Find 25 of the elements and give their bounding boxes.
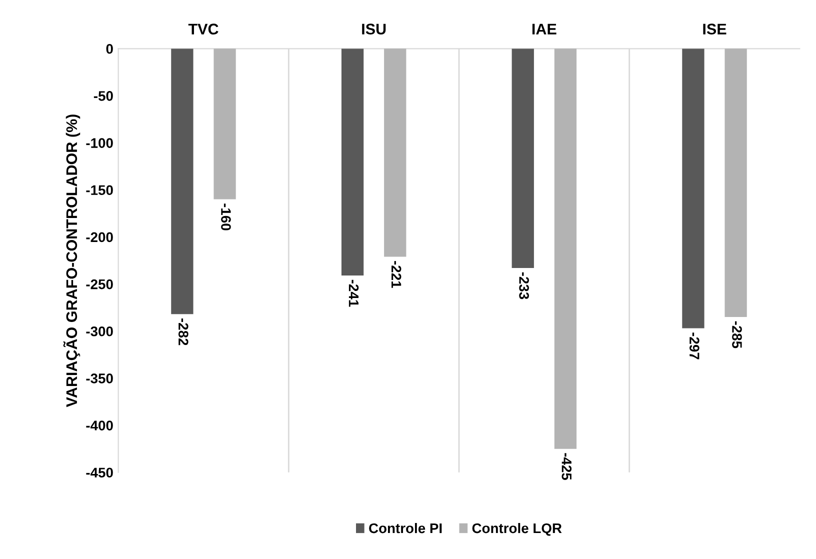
x-tick-label: ISU [362, 24, 386, 34]
y-tick-label: -200 [86, 232, 113, 242]
x-tick-label: TVC [188, 24, 218, 34]
y-tick-label: -300 [86, 326, 113, 336]
data-label: -425 [562, 453, 572, 480]
x-tick-label: IAE [532, 24, 556, 34]
x-tick-label: ISE [703, 24, 726, 34]
legend-label: Controle LQR [472, 522, 562, 536]
data-label: -233 [519, 272, 529, 300]
y-tick-label: -50 [94, 91, 113, 101]
y-tick-label: 0 [106, 44, 113, 54]
legend-label: Controle PI [369, 522, 442, 534]
y-tick-label: -350 [86, 374, 113, 384]
data-label: -221 [392, 261, 402, 288]
y-tick-label: -250 [86, 279, 113, 290]
y-tick-label: -450 [86, 468, 113, 478]
data-label: -241 [348, 280, 359, 307]
y-tick-label: -100 [86, 138, 113, 148]
y-tick-label: -150 [86, 185, 113, 196]
data-label: -285 [732, 321, 742, 348]
y-tick-label: -400 [86, 420, 113, 430]
y-axis-title: VARIAÇÃO GRAFO-CONTROLADOR (%) [63, 114, 80, 408]
data-label: -297 [689, 332, 700, 360]
data-label: -160 [221, 204, 231, 230]
data-label: -282 [178, 318, 188, 346]
